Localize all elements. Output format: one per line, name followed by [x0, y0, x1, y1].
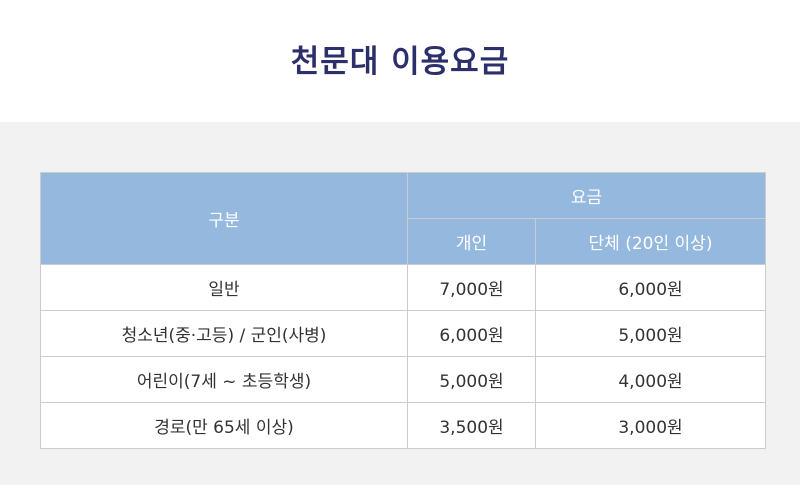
- row-category: 일반: [40, 264, 408, 311]
- header-fee: 요금: [407, 172, 766, 219]
- table-row: 어린이(7세 ~ 초등학생) 5,000원 4,000원: [40, 356, 766, 403]
- header-group: 단체 (20인 이상): [535, 218, 766, 265]
- row-group-fee: 5,000원: [535, 310, 766, 357]
- table-row: 청소년(중·고등) / 군인(사병) 6,000원 5,000원: [40, 310, 766, 357]
- row-individual-fee: 3,500원: [407, 402, 536, 449]
- row-individual-fee: 7,000원: [407, 264, 536, 311]
- row-category: 어린이(7세 ~ 초등학생): [40, 356, 408, 403]
- row-group-fee: 6,000원: [535, 264, 766, 311]
- content-area: 구분 요금 개인 단체 (20인 이상) 일반 7,000원 6,000원 청소…: [0, 122, 800, 485]
- row-group-fee: 3,000원: [535, 402, 766, 449]
- row-individual-fee: 5,000원: [407, 356, 536, 403]
- fee-table: 구분 요금 개인 단체 (20인 이상) 일반 7,000원 6,000원 청소…: [40, 172, 766, 449]
- row-category: 청소년(중·고등) / 군인(사병): [40, 310, 408, 357]
- table-row: 경로(만 65세 이상) 3,500원 3,000원: [40, 402, 766, 449]
- header-row: 구분 요금: [40, 172, 766, 265]
- title-area: 천문대 이용요금: [0, 0, 800, 122]
- header-category: 구분: [40, 172, 408, 265]
- header-individual: 개인: [407, 218, 536, 265]
- row-group-fee: 4,000원: [535, 356, 766, 403]
- page-title: 천문대 이용요금: [290, 43, 510, 80]
- table-row: 일반 7,000원 6,000원: [40, 264, 766, 311]
- header-subrow: 개인 단체 (20인 이상): [41, 218, 766, 265]
- row-category: 경로(만 65세 이상): [40, 402, 408, 449]
- row-individual-fee: 6,000원: [407, 310, 536, 357]
